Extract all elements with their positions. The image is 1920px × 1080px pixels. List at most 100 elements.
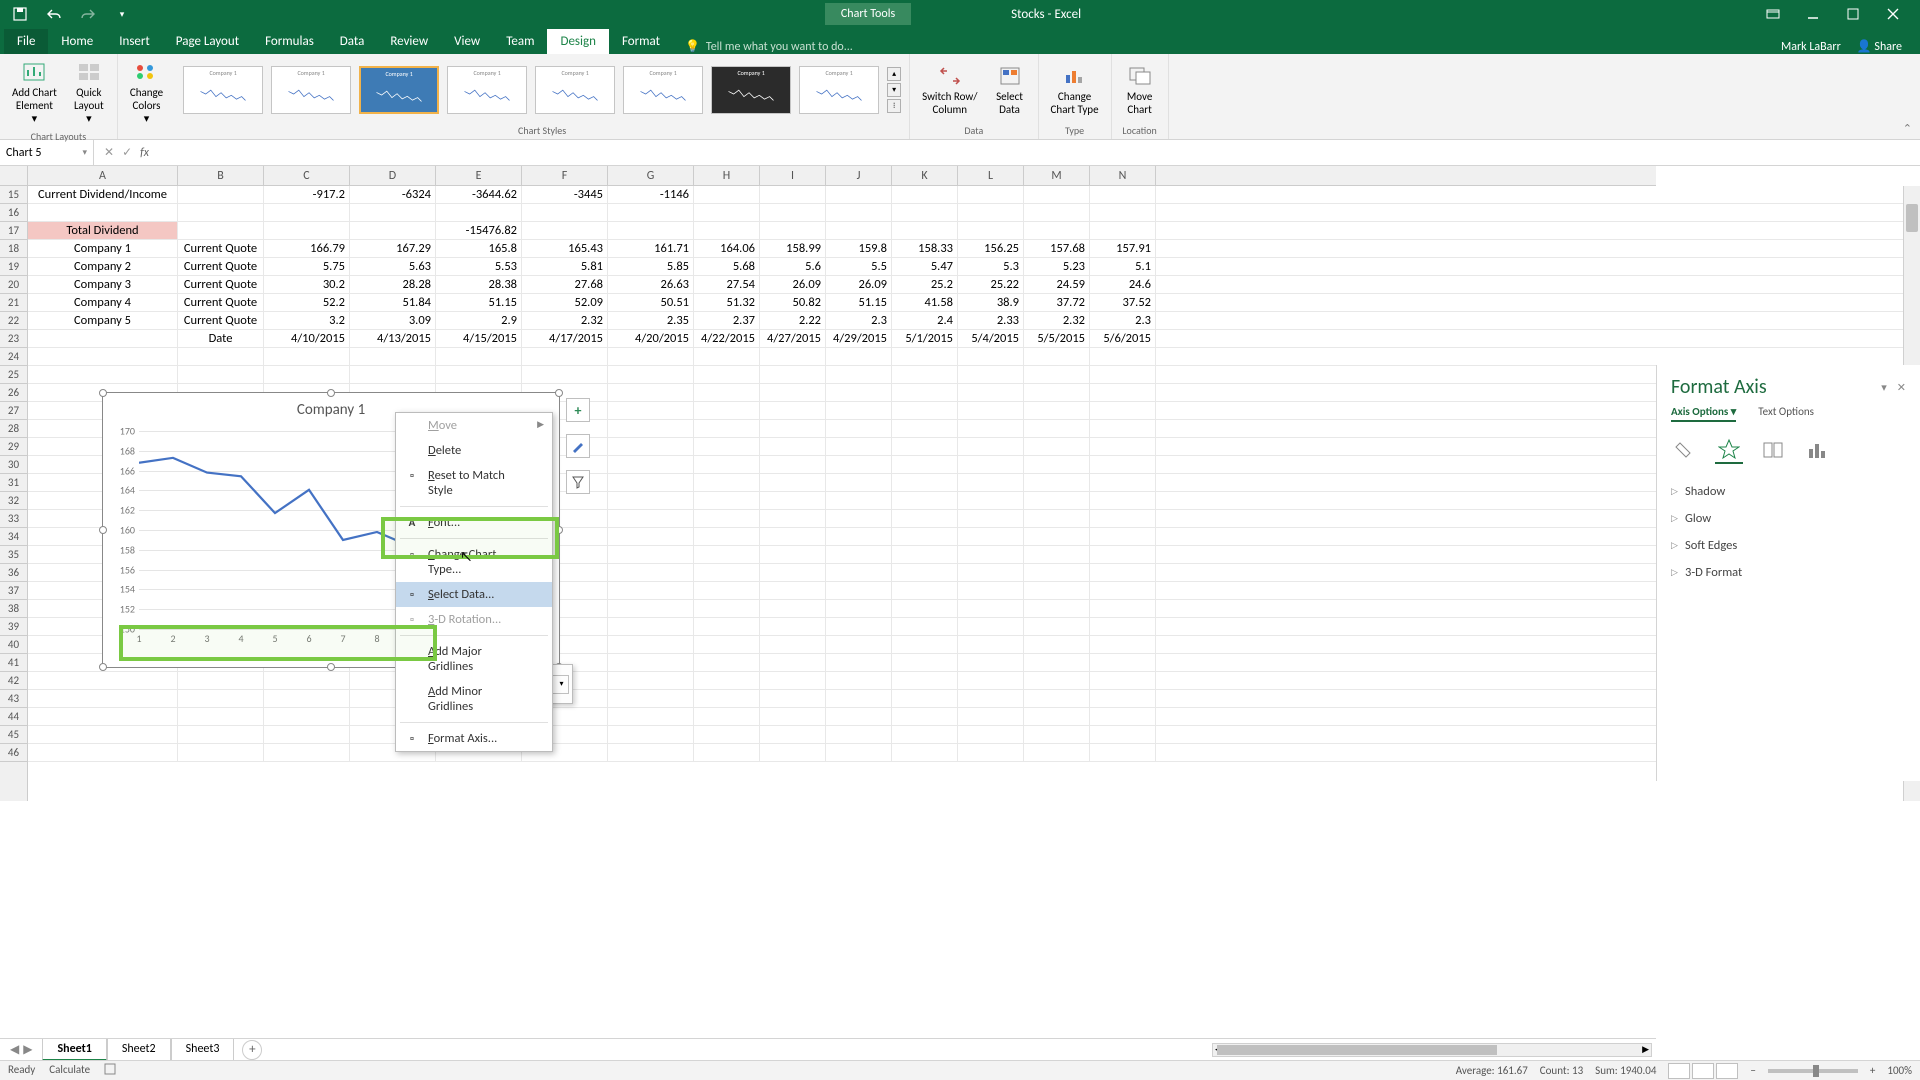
quick-layout-button[interactable]: Quick Layout ▾ bbox=[67, 58, 111, 128]
cell[interactable] bbox=[608, 384, 694, 401]
cell[interactable] bbox=[1090, 204, 1156, 221]
col-header-E[interactable]: E bbox=[436, 166, 522, 185]
cell[interactable] bbox=[694, 348, 760, 365]
cell[interactable]: 30.2 bbox=[264, 276, 350, 293]
cell[interactable] bbox=[1090, 726, 1156, 743]
cell[interactable] bbox=[608, 222, 694, 239]
axis-options-tab[interactable]: Axis Options ▾ bbox=[1671, 405, 1736, 422]
cell[interactable] bbox=[608, 672, 694, 689]
row-header-43[interactable]: 43 bbox=[0, 690, 27, 708]
row-header-22[interactable]: 22 bbox=[0, 312, 27, 330]
cell[interactable] bbox=[1090, 366, 1156, 383]
cell[interactable] bbox=[1024, 420, 1090, 437]
cell[interactable] bbox=[522, 222, 608, 239]
name-box[interactable]: Chart 5▾ bbox=[0, 140, 94, 165]
cell[interactable] bbox=[608, 474, 694, 491]
cell[interactable] bbox=[608, 744, 694, 761]
cell[interactable] bbox=[1024, 600, 1090, 617]
row-header-34[interactable]: 34 bbox=[0, 528, 27, 546]
ribbon-tab-formulas[interactable]: Formulas bbox=[252, 29, 327, 54]
cell[interactable] bbox=[892, 348, 958, 365]
cell[interactable] bbox=[826, 420, 892, 437]
chart-style-8[interactable]: Company 1 bbox=[799, 66, 879, 114]
cell[interactable] bbox=[760, 708, 826, 725]
cell[interactable] bbox=[826, 492, 892, 509]
cancel-formula-icon[interactable]: ✕ bbox=[104, 145, 114, 160]
row-header-37[interactable]: 37 bbox=[0, 582, 27, 600]
cell[interactable] bbox=[608, 204, 694, 221]
cell[interactable] bbox=[958, 492, 1024, 509]
cell[interactable] bbox=[178, 348, 264, 365]
cell[interactable] bbox=[1090, 636, 1156, 653]
ribbon-tab-file[interactable]: File bbox=[4, 29, 48, 54]
cell[interactable] bbox=[826, 600, 892, 617]
cell[interactable]: 28.38 bbox=[436, 276, 522, 293]
style-scroll-button[interactable]: ▴ bbox=[887, 67, 901, 81]
cell[interactable] bbox=[760, 474, 826, 491]
chart-brush-button[interactable] bbox=[566, 434, 590, 458]
cell[interactable] bbox=[760, 456, 826, 473]
cell[interactable] bbox=[694, 456, 760, 473]
row-header-33[interactable]: 33 bbox=[0, 510, 27, 528]
cell[interactable]: 2.37 bbox=[694, 312, 760, 329]
cell[interactable]: 5/4/2015 bbox=[958, 330, 1024, 347]
cell[interactable] bbox=[760, 528, 826, 545]
cell[interactable] bbox=[694, 726, 760, 743]
cell[interactable] bbox=[892, 744, 958, 761]
cell[interactable]: Current Quote bbox=[178, 312, 264, 329]
cell[interactable] bbox=[892, 582, 958, 599]
cell[interactable]: Current Quote bbox=[178, 240, 264, 257]
row-header-42[interactable]: 42 bbox=[0, 672, 27, 690]
cell[interactable] bbox=[958, 366, 1024, 383]
cell[interactable] bbox=[760, 618, 826, 635]
cell[interactable] bbox=[892, 618, 958, 635]
col-header-N[interactable]: N bbox=[1090, 166, 1156, 185]
cell[interactable] bbox=[264, 708, 350, 725]
cell[interactable] bbox=[958, 600, 1024, 617]
cell[interactable]: 2.3 bbox=[826, 312, 892, 329]
cell[interactable]: 50.82 bbox=[760, 294, 826, 311]
row-header-18[interactable]: 18 bbox=[0, 240, 27, 258]
cell[interactable] bbox=[1024, 564, 1090, 581]
cell[interactable] bbox=[1090, 690, 1156, 707]
cell[interactable]: 5/1/2015 bbox=[892, 330, 958, 347]
cell[interactable] bbox=[350, 204, 436, 221]
col-header-B[interactable]: B bbox=[178, 166, 264, 185]
cell[interactable] bbox=[350, 366, 436, 383]
cell[interactable] bbox=[608, 690, 694, 707]
cell[interactable]: 3.09 bbox=[350, 312, 436, 329]
ctx-add-minor-gridlines[interactable]: Add Minor Gridlines bbox=[396, 679, 552, 719]
cell[interactable] bbox=[522, 366, 608, 383]
cell[interactable] bbox=[694, 654, 760, 671]
cell[interactable]: 5/6/2015 bbox=[1090, 330, 1156, 347]
cell[interactable]: -1146 bbox=[608, 186, 694, 203]
cell[interactable]: 164.06 bbox=[694, 240, 760, 257]
cell[interactable]: 37.72 bbox=[1024, 294, 1090, 311]
cell[interactable] bbox=[1090, 618, 1156, 635]
cell[interactable]: 51.84 bbox=[350, 294, 436, 311]
cell[interactable]: Current Quote bbox=[178, 276, 264, 293]
cell[interactable] bbox=[826, 708, 892, 725]
cell[interactable] bbox=[958, 474, 1024, 491]
row-header-23[interactable]: 23 bbox=[0, 330, 27, 348]
cell[interactable] bbox=[958, 618, 1024, 635]
cell[interactable]: 5.47 bbox=[892, 258, 958, 275]
cell[interactable] bbox=[178, 186, 264, 203]
ctx-select-data[interactable]: ▫Select Data... bbox=[396, 582, 552, 607]
row-header-31[interactable]: 31 bbox=[0, 474, 27, 492]
cell[interactable] bbox=[694, 546, 760, 563]
cell[interactable] bbox=[1024, 510, 1090, 527]
cell[interactable]: 51.15 bbox=[436, 294, 522, 311]
cell[interactable] bbox=[694, 618, 760, 635]
col-header-A[interactable]: A bbox=[28, 166, 178, 185]
cell[interactable]: 24.59 bbox=[1024, 276, 1090, 293]
cell[interactable] bbox=[1024, 222, 1090, 239]
cell[interactable] bbox=[608, 546, 694, 563]
cell[interactable] bbox=[892, 186, 958, 203]
cell[interactable] bbox=[1090, 492, 1156, 509]
cell[interactable]: 3.2 bbox=[264, 312, 350, 329]
cell[interactable] bbox=[264, 726, 350, 743]
collapse-ribbon-icon[interactable]: ⌃ bbox=[1903, 122, 1912, 135]
cell[interactable] bbox=[826, 690, 892, 707]
cell[interactable]: 156.25 bbox=[958, 240, 1024, 257]
